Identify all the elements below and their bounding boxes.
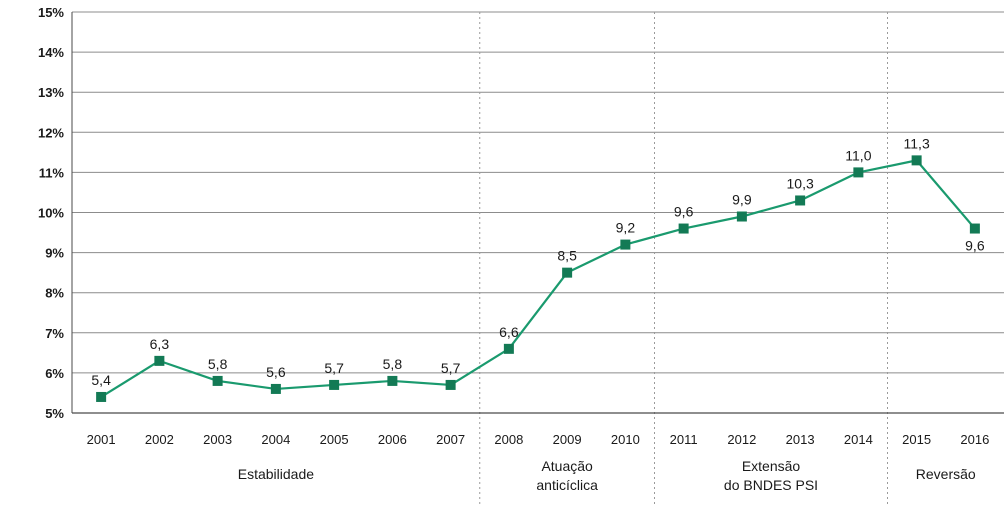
data-label: 5,8 [208, 356, 228, 372]
series-line [100, 159, 976, 398]
data-point-marker [212, 375, 223, 386]
x-tick-label: 2010 [611, 432, 640, 447]
y-tick-label: 10% [38, 206, 64, 221]
data-point-marker [911, 155, 922, 166]
data-point-marker [329, 379, 340, 390]
period-label: do BNDES PSI [724, 477, 818, 493]
x-tick-label: 2016 [960, 432, 989, 447]
period-label: Reversão [916, 466, 976, 482]
x-tick-label: 2015 [902, 432, 931, 447]
data-point-marker [96, 391, 107, 402]
x-tick-label: 2014 [844, 432, 873, 447]
x-tick-label: 2001 [87, 432, 116, 447]
y-tick-label: 9% [45, 246, 64, 261]
data-label: 11,0 [845, 147, 871, 163]
y-tick-label: 13% [38, 85, 64, 100]
y-tick-label: 8% [45, 286, 64, 301]
period-label: Extensão [742, 458, 801, 474]
x-tick-label: 2007 [436, 432, 465, 447]
x-tick-label: 2003 [203, 432, 232, 447]
data-labels: 5,4 6,3 5,8 5,6 5,7 5,8 5,7 6,6 8,5 9,2 9,6 9,9 10,3… [91, 135, 984, 388]
x-tick-label: 2012 [727, 432, 756, 447]
x-tick-label: 2005 [320, 432, 349, 447]
y-tick-labels: 5% 6% 7% 8% 9% 10% 11% 12% 13% 14% 15% [38, 5, 64, 421]
data-label: 5,7 [324, 360, 344, 376]
data-label: 6,3 [150, 336, 170, 352]
y-tick-label: 14% [38, 45, 64, 60]
series-line-path [100, 159, 976, 398]
period-labels: Estabilidade Atuação anticíclica Extensão do… [238, 458, 976, 493]
axes [71, 12, 1004, 414]
x-tick-label: 2011 [670, 432, 698, 447]
data-label: 9,2 [616, 220, 636, 236]
data-label: 5,7 [441, 360, 461, 376]
data-label: 5,4 [91, 372, 111, 388]
y-tick-label: 6% [45, 366, 64, 381]
period-label: Estabilidade [238, 466, 314, 482]
data-label: 10,3 [787, 175, 814, 191]
data-label: 6,6 [499, 324, 519, 340]
y-tick-label: 11% [39, 165, 65, 180]
period-label: Atuação [541, 458, 593, 474]
y-tick-label: 12% [38, 125, 64, 140]
data-point-marker [445, 379, 456, 390]
data-point-marker [795, 195, 806, 206]
data-point-marker [503, 343, 514, 354]
data-markers [96, 155, 980, 402]
x-tick-label: 2004 [261, 432, 290, 447]
data-point-marker [969, 223, 980, 234]
data-point-marker [853, 167, 864, 178]
x-tick-label: 2009 [553, 432, 582, 447]
y-tick-label: 7% [45, 326, 64, 341]
data-point-marker [562, 267, 573, 278]
data-point-marker [387, 375, 398, 386]
data-label: 9,9 [732, 192, 752, 208]
data-point-marker [270, 383, 281, 394]
data-point-marker [736, 211, 747, 222]
y-tick-label: 15% [38, 5, 64, 20]
period-label: anticíclica [536, 477, 598, 493]
data-point-marker [154, 355, 165, 366]
period-dividers [479, 12, 888, 505]
data-label: 9,6 [674, 204, 694, 220]
data-label: 9,6 [965, 238, 985, 254]
x-tick-label: 2013 [786, 432, 815, 447]
data-point-marker [620, 239, 631, 250]
x-tick-label: 2008 [494, 432, 523, 447]
y-tick-label: 5% [45, 406, 64, 421]
x-tick-label: 2006 [378, 432, 407, 447]
x-tick-labels: 2001 2002 2003 2004 2005 2006 2007 2008 2009 2010… [87, 432, 990, 447]
data-label: 8,5 [557, 248, 577, 264]
data-label: 11,3 [904, 135, 930, 151]
grid-lines [72, 11, 1004, 374]
x-tick-label: 2002 [145, 432, 174, 447]
data-label: 5,6 [266, 364, 286, 380]
data-point-marker [678, 223, 689, 234]
data-label: 5,8 [383, 356, 403, 372]
